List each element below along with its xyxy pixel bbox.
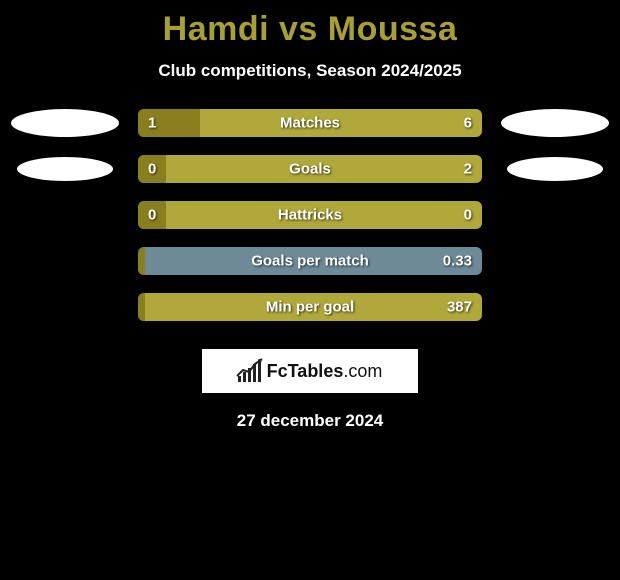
- stat-row: Min per goal 387: [0, 293, 620, 321]
- stat-bar: Goals per match 0.33: [138, 247, 482, 275]
- stat-right-value: 0: [464, 207, 472, 224]
- chart-icon: [238, 360, 261, 382]
- bar-segment-left: [138, 247, 145, 275]
- player-left-marker: [10, 201, 120, 229]
- stat-row: 0 Hattricks 0: [0, 201, 620, 229]
- player-right-marker: [500, 247, 610, 275]
- main-container: Hamdi vs Moussa Club competitions, Seaso…: [0, 0, 620, 431]
- player-left-marker: [10, 155, 120, 183]
- player-right-marker: [500, 109, 610, 137]
- stat-bar: Min per goal 387: [138, 293, 482, 321]
- stat-label: Min per goal: [266, 299, 354, 316]
- stat-left-value: 1: [148, 115, 156, 132]
- stat-bar: 0 Goals 2: [138, 155, 482, 183]
- player-right-marker: [500, 293, 610, 321]
- stat-label: Hattricks: [278, 207, 342, 224]
- stat-right-value: 0.33: [443, 253, 472, 270]
- stat-label: Goals: [289, 161, 331, 178]
- stat-label: Goals per match: [251, 253, 369, 270]
- stat-rows: 1 Matches 6 0 Goals 2 0 Hattricks 0 Goals per mat…: [0, 109, 620, 339]
- bar-segment-left: [138, 293, 145, 321]
- stat-bar: 0 Hattricks 0: [138, 201, 482, 229]
- stat-row: 1 Matches 6: [0, 109, 620, 137]
- stat-row: Goals per match 0.33: [0, 247, 620, 275]
- subtitle: Club competitions, Season 2024/2025: [0, 61, 620, 81]
- stat-right-value: 387: [447, 299, 472, 316]
- stat-row: 0 Goals 2: [0, 155, 620, 183]
- player-left-marker: [10, 293, 120, 321]
- date-line: 27 december 2024: [0, 411, 620, 431]
- player-right-marker: [500, 201, 610, 229]
- player-left-marker: [10, 109, 120, 137]
- brand-logo[interactable]: FcTables.com: [202, 349, 418, 393]
- stat-right-value: 6: [464, 115, 472, 132]
- stat-left-value: 0: [148, 161, 156, 178]
- stat-right-value: 2: [464, 161, 472, 178]
- stat-label: Matches: [280, 115, 340, 132]
- stat-left-value: 0: [148, 207, 156, 224]
- page-title: Hamdi vs Moussa: [0, 10, 620, 49]
- player-right-marker: [500, 155, 610, 183]
- brand-text: FcTables.com: [267, 361, 383, 382]
- player-left-marker: [10, 247, 120, 275]
- stat-bar: 1 Matches 6: [138, 109, 482, 137]
